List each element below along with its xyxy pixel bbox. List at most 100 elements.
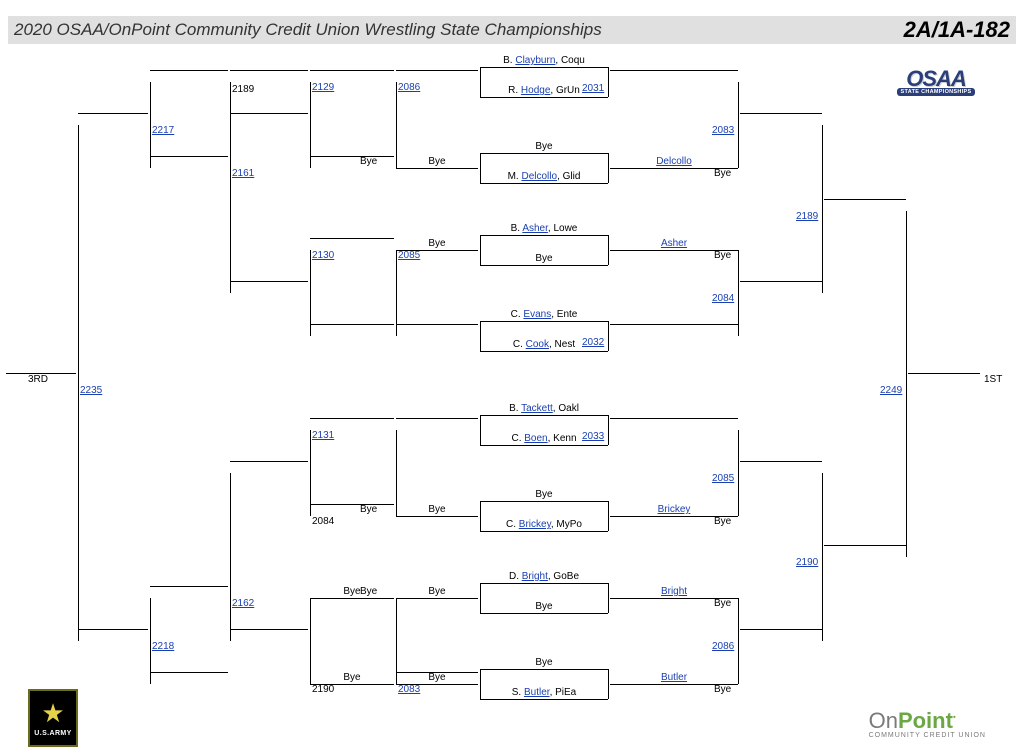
bout-number[interactable]: 2085: [712, 473, 734, 484]
bye-label: Bye: [714, 168, 731, 179]
bracket-line: [480, 415, 481, 445]
bout-number: 2084: [312, 516, 334, 527]
bracket-line: [230, 473, 231, 641]
bracket-line: [822, 125, 823, 293]
final-slot: [824, 199, 906, 200]
sf-slot: [740, 461, 822, 462]
bye-label: Bye: [714, 598, 731, 609]
bout-number[interactable]: 2083: [712, 125, 734, 136]
bracket-line: [396, 598, 397, 684]
r1-competitor[interactable]: M. Delcollo, Glid: [480, 171, 608, 184]
bout-number[interactable]: 2189: [796, 211, 818, 222]
bout-number[interactable]: 2083: [398, 684, 420, 695]
r1-competitor: Bye: [480, 489, 608, 502]
feed-slot: [230, 70, 308, 71]
bracket-line: [608, 235, 609, 265]
bracket-line: [738, 598, 739, 684]
bracket-line: [396, 250, 397, 336]
cons-r2-slot: [310, 418, 394, 419]
qf-slot: [610, 70, 738, 71]
bracket-line: [480, 153, 481, 183]
cons-r2-slot: [310, 504, 394, 505]
bout-number[interactable]: 2129: [312, 82, 334, 93]
bracket-line: [738, 82, 739, 168]
bout-number[interactable]: 2249: [880, 385, 902, 396]
r1-competitor[interactable]: S. Butler, PiEa: [480, 687, 608, 700]
bout-number[interactable]: 2031: [582, 83, 604, 94]
cons-r3-slot: [230, 113, 308, 114]
onpoint-logo-sub: COMMUNITY CREDIT UNION: [869, 732, 986, 739]
bout-number[interactable]: 2086: [398, 82, 420, 93]
cons-slot: [396, 70, 478, 71]
bye-label: Bye: [714, 516, 731, 527]
r1-competitor[interactable]: C. Evans, Ente: [480, 309, 608, 322]
bracket-line: [480, 321, 481, 351]
champion-slot: [908, 373, 980, 374]
bout-number[interactable]: 2131: [312, 430, 334, 441]
feed-label: 2189: [232, 84, 254, 95]
bout-number[interactable]: 2217: [152, 125, 174, 136]
bout-number[interactable]: 2218: [152, 641, 174, 652]
bracket-line: [480, 67, 481, 97]
bout-number[interactable]: 2130: [312, 250, 334, 261]
qf-slot: [610, 324, 738, 325]
cons-slot: Bye: [396, 504, 478, 517]
star-icon: ★: [41, 700, 64, 726]
cons-r3-slot: [230, 461, 308, 462]
bracket-line: [608, 583, 609, 613]
bout-number[interactable]: 2190: [796, 557, 818, 568]
place-label-1st: 1ST: [984, 374, 1002, 385]
cons-slot: [396, 672, 478, 673]
bout-number[interactable]: 2032: [582, 337, 604, 348]
bracket-line: [78, 125, 79, 641]
cons-r2-slot: [310, 238, 394, 239]
bracket-line: [906, 211, 907, 557]
bracket-line: [738, 250, 739, 336]
bracket-line: [608, 321, 609, 351]
cons-r2-slot: [310, 324, 394, 325]
bout-number[interactable]: 2235: [80, 385, 102, 396]
bracket-line: [738, 430, 739, 516]
onpoint-logo: OnPoint• COMMUNITY CREDIT UNION: [869, 710, 986, 739]
r1-competitor: Bye: [480, 657, 608, 670]
bracket-line: [608, 67, 609, 97]
cons-r2-slot: [310, 70, 394, 71]
header-bar: 2020 OSAA/OnPoint Community Credit Union…: [8, 16, 1016, 44]
qf-slot: [610, 418, 738, 419]
bout-number[interactable]: 2033: [582, 431, 604, 442]
r1-competitor: Bye: [480, 141, 608, 154]
bout-number[interactable]: 2161: [232, 168, 254, 179]
bracket-line: [150, 598, 151, 684]
sf-slot: [740, 629, 822, 630]
cons-r3-slot: [230, 281, 308, 282]
cons-slot: [396, 418, 478, 419]
bout-number[interactable]: 2084: [712, 293, 734, 304]
army-logo-text: U.S.ARMY: [34, 730, 71, 737]
bracket-line: [310, 430, 311, 516]
bye-label: Bye: [360, 156, 377, 167]
bracket-line: [608, 153, 609, 183]
bracket-line: [480, 235, 481, 265]
cons-sf-slot: [150, 672, 228, 673]
r1-competitor[interactable]: D. Bright, GoBe: [480, 571, 608, 584]
r1-competitor[interactable]: B. Tackett, Oakl: [480, 403, 608, 416]
bracket-line: [230, 82, 231, 125]
bracket-line: [480, 501, 481, 531]
cons-slot: [396, 324, 478, 325]
r1-competitor[interactable]: C. Brickey, MyPo: [480, 519, 608, 532]
bout-number[interactable]: 2162: [232, 598, 254, 609]
cons-slot: Bye: [396, 586, 478, 599]
r1-competitor[interactable]: B. Clayburn, Coqu: [480, 55, 608, 68]
sf-slot: [740, 281, 822, 282]
bye-label: Bye: [360, 504, 377, 515]
bracket-line: [150, 82, 151, 168]
bye-label: Bye: [360, 586, 377, 597]
cons-final-slot: [78, 113, 148, 114]
bye-label: Bye: [714, 250, 731, 261]
bracket-line: [396, 82, 397, 168]
cons-r2-slot: Bye: [310, 586, 394, 599]
place-label-3rd: 3RD: [28, 374, 48, 385]
bout-number[interactable]: 2086: [712, 641, 734, 652]
bout-number[interactable]: 2085: [398, 250, 420, 261]
r1-competitor[interactable]: B. Asher, Lowe: [480, 223, 608, 236]
